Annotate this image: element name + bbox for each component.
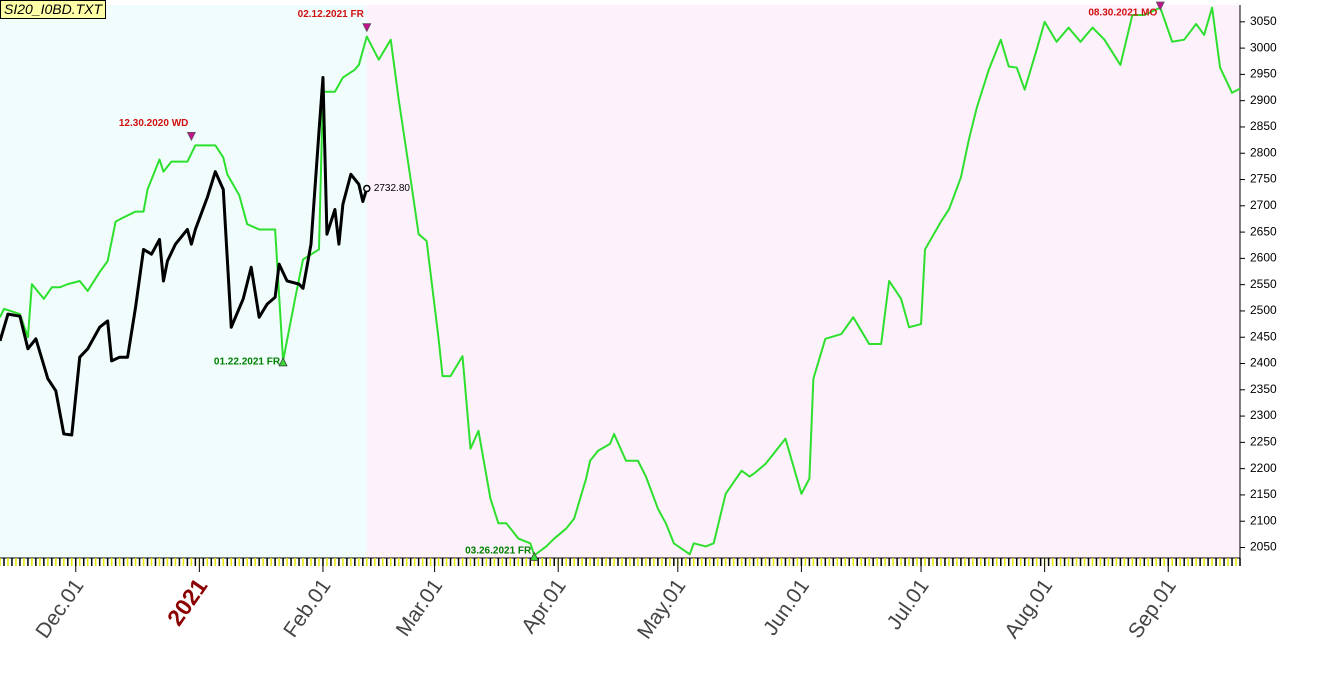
x-tick-label: Apr.01	[517, 575, 571, 638]
x-tick-label: Jul.01	[883, 575, 934, 634]
y-tick-label: 2900	[1250, 93, 1277, 107]
x-tick-label: Dec.01	[31, 575, 88, 643]
series-line	[0, 6, 1241, 557]
series-line	[0, 76, 369, 437]
x-tick-label: 2021	[162, 573, 213, 630]
bottom-marker	[278, 357, 288, 367]
history-zone	[0, 5, 367, 558]
y-tick-label: 2400	[1250, 356, 1277, 370]
x-tick-label: May.01	[633, 575, 690, 643]
top-marker	[362, 23, 372, 33]
pivot-label: 03.26.2021 FR	[465, 546, 532, 557]
pivot-label: 01.22.2021 FR	[214, 357, 281, 368]
y-tick-label: 2300	[1250, 408, 1277, 422]
y-tick-label: 2700	[1250, 198, 1277, 212]
y-tick-label: 2850	[1250, 119, 1277, 133]
pivot-label: 12.30.2020 WD	[119, 118, 189, 129]
y-tick-label: 2950	[1250, 67, 1277, 81]
y-tick-label: 2800	[1250, 145, 1277, 159]
y-tick-label: 3000	[1250, 40, 1277, 54]
y-tick-label: 2150	[1250, 487, 1277, 501]
y-tick-label: 2100	[1250, 513, 1277, 527]
y-tick-label: 2550	[1250, 277, 1277, 291]
y-tick-label: 2350	[1250, 382, 1277, 396]
end-point	[363, 184, 371, 193]
y-tick-label: 2450	[1250, 329, 1277, 343]
y-tick-label: 3050	[1250, 14, 1277, 28]
x-tick-label: Mar.01	[392, 575, 448, 641]
y-tick-label: 2200	[1250, 461, 1277, 475]
x-tick-label: Sep.01	[1124, 575, 1181, 643]
projection-zone	[366, 5, 1240, 558]
y-tick-label: 2050	[1250, 540, 1277, 554]
top-marker	[186, 132, 196, 142]
end-value-label: 2732.80	[374, 183, 411, 194]
x-tick-label: Jun.01	[759, 575, 814, 640]
top-marker	[1155, 1, 1165, 11]
x-tick-label: Feb.01	[279, 575, 335, 642]
chart-title: SI20_I0BD.TXT	[0, 0, 107, 19]
y-tick-label: 2650	[1250, 224, 1277, 238]
y-tick-label: 2500	[1250, 303, 1277, 317]
y-tick-label: 2250	[1250, 435, 1277, 449]
pivot-label: 08.30.2021 MO	[1088, 8, 1157, 19]
pivot-label: 02.12.2021 FR	[298, 9, 365, 20]
x-tick-label: Aug.01	[1000, 575, 1057, 643]
y-tick-label: 2600	[1250, 251, 1277, 265]
bottom-marker	[529, 551, 539, 561]
y-tick-label: 2750	[1250, 172, 1277, 186]
